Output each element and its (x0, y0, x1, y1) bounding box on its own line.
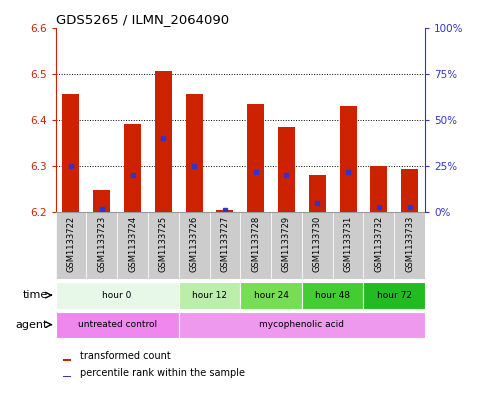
Bar (240, 212, 271, 279)
Bar (210, 212, 240, 279)
Text: GSM1133722: GSM1133722 (67, 215, 75, 272)
Text: transformed count: transformed count (80, 351, 170, 361)
Bar (278, 127, 295, 212)
Text: percentile rank within the sample: percentile rank within the sample (80, 367, 244, 378)
Bar (86, 212, 117, 279)
Bar (117, 212, 148, 279)
Text: mycophenolic acid: mycophenolic acid (259, 320, 344, 329)
Text: time: time (23, 290, 48, 300)
Text: hour 0: hour 0 (102, 291, 132, 299)
Bar (333, 212, 364, 279)
Text: hour 72: hour 72 (377, 291, 412, 299)
Text: agent: agent (16, 320, 48, 330)
Bar (63, 359, 71, 361)
Bar (240, 283, 302, 309)
Bar (155, 72, 172, 212)
Bar (247, 104, 264, 212)
Text: GDS5265 / ILMN_2064090: GDS5265 / ILMN_2064090 (56, 13, 228, 26)
Bar (93, 190, 110, 212)
Bar (148, 212, 179, 279)
Text: GSM1133728: GSM1133728 (251, 215, 260, 272)
Bar (216, 210, 233, 212)
Bar (370, 166, 387, 212)
Bar (271, 212, 302, 279)
Text: GSM1133726: GSM1133726 (190, 215, 199, 272)
Bar (394, 212, 425, 279)
Bar (56, 283, 179, 309)
Bar (302, 283, 364, 309)
Bar (124, 125, 141, 212)
Text: GSM1133723: GSM1133723 (97, 215, 106, 272)
Text: GSM1133730: GSM1133730 (313, 215, 322, 272)
Bar (179, 212, 210, 279)
Text: GSM1133727: GSM1133727 (220, 215, 229, 272)
Text: hour 48: hour 48 (315, 291, 350, 299)
Bar (309, 175, 326, 212)
Bar (62, 94, 79, 212)
Text: GSM1133725: GSM1133725 (159, 215, 168, 272)
Text: hour 24: hour 24 (254, 291, 288, 299)
Bar (179, 312, 425, 338)
Text: GSM1133733: GSM1133733 (405, 215, 414, 272)
Text: GSM1133729: GSM1133729 (282, 215, 291, 272)
Bar (364, 283, 425, 309)
Bar (364, 212, 394, 279)
Text: GSM1133731: GSM1133731 (343, 215, 353, 272)
Bar (340, 106, 356, 212)
Text: untreated control: untreated control (78, 320, 156, 329)
Text: GSM1133724: GSM1133724 (128, 215, 137, 272)
Bar (56, 212, 86, 279)
Bar (185, 94, 202, 212)
Text: GSM1133732: GSM1133732 (374, 215, 384, 272)
Bar (179, 283, 240, 309)
Bar (302, 212, 333, 279)
Bar (63, 376, 71, 377)
Bar (56, 312, 179, 338)
Text: hour 12: hour 12 (192, 291, 227, 299)
Bar (401, 169, 418, 212)
